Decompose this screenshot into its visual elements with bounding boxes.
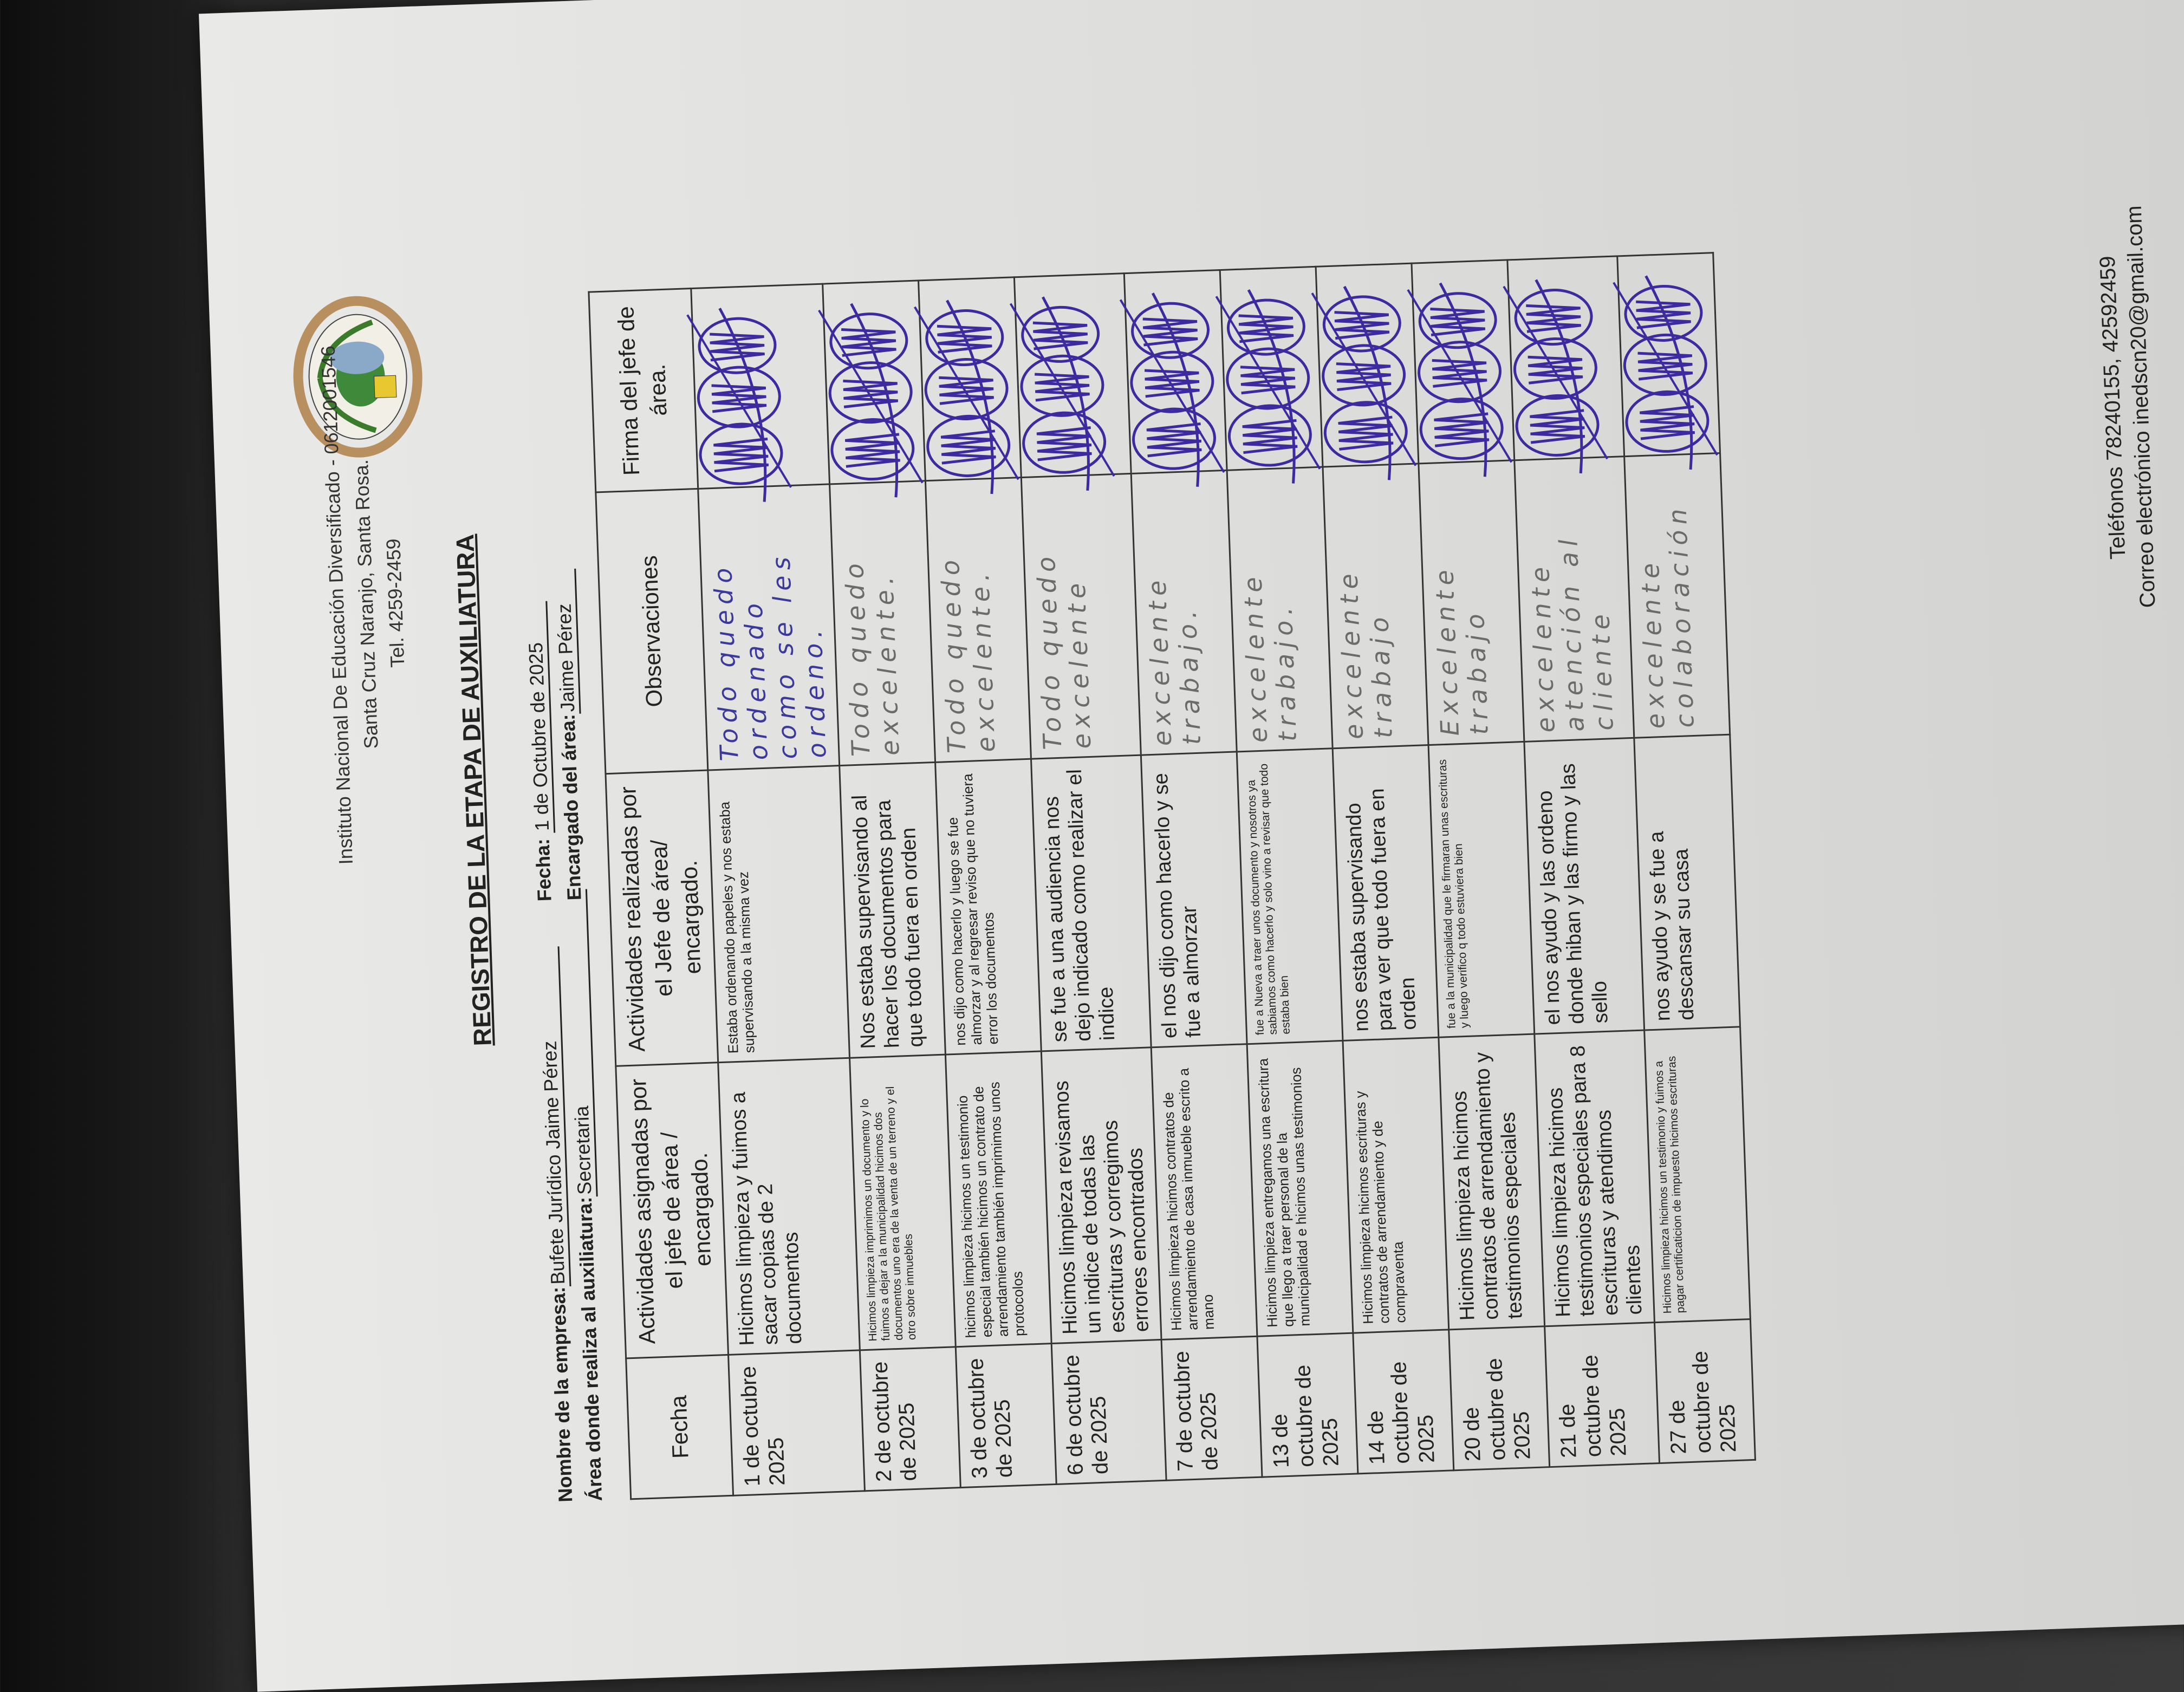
asignadas-cell: Hicimos limpieza hicimos escrituras y co… (1342, 1037, 1449, 1333)
realizadas-cell: el nos ayudo y las ordeno donde hiban y … (1524, 738, 1644, 1034)
realizadas-cell: Nos estaba supervisando al hacer los doc… (839, 762, 946, 1058)
encargado-value: Jaime Pérez (551, 568, 581, 715)
observaciones-cell: Todo quedo excelente. (829, 480, 935, 766)
encargado-field: Encargado del área:Jaime Pérez (551, 568, 587, 901)
fecha-cell: 6 de octubre de 2025 (1051, 1339, 1167, 1485)
realizadas-cell: nos ayudo y se fue a descansar su casa (1634, 734, 1740, 1031)
observaciones-cell: excelente atención al cliente (1514, 456, 1634, 742)
signature-cell (1407, 259, 1514, 477)
realizadas-cell: nos dijo como hacerlo y luego se fue alm… (935, 759, 1042, 1055)
fecha-cell: 3 de octubre de 2025 (955, 1343, 1057, 1488)
table-row: 14 de octubre de 2025 Hicimos limpieza hi… (1311, 263, 1454, 1474)
asignadas-cell: Hicimos limpieza hicimos testimonios esp… (1534, 1030, 1655, 1326)
activity-log-table: Fecha Actividades asignadas por el jefe … (588, 252, 1756, 1500)
observaciones-cell: Todo quedo ordenado como se les ordeno. (698, 484, 840, 771)
asignadas-cell: hicimos limpieza hicimos un testimonio e… (945, 1051, 1052, 1347)
fecha-cell: 2 de octubre de 2025 (860, 1346, 961, 1491)
fecha-cell: 21 de octubre de 2025 (1544, 1322, 1660, 1467)
realizadas-cell: fue a Nueva a traer unos documento y nos… (1237, 748, 1343, 1044)
table-row: 13 de octubre de 2025 Hicimos limpieza en… (1215, 266, 1358, 1478)
signature-scribble (1503, 279, 1609, 474)
asignadas-cell: Hicimos limpieza hicimos contratos de ar… (1438, 1034, 1545, 1330)
fecha-cell: 1 de octubre 2025 (728, 1350, 865, 1496)
signature-cell (1613, 252, 1720, 470)
observaciones-cell: Todo quedo excelente. (925, 477, 1031, 763)
observaciones-cell: excelente colaboración (1624, 453, 1730, 738)
fecha-cell: 27 de octubre de 2025 (1654, 1319, 1756, 1463)
area-label: Área donde realiza al auxiliatura: (573, 1196, 607, 1502)
asignadas-cell: Hicimos limpieza hicimos contratos de ar… (1151, 1044, 1257, 1340)
realizadas-cell: el nos dijo como hacerlo y se fue a almo… (1141, 751, 1247, 1047)
signature-scribble (1407, 282, 1513, 477)
signature-cell (1215, 266, 1323, 484)
signature-scribble (1119, 292, 1225, 487)
fecha-cell: 13 de octubre de 2025 (1257, 1333, 1358, 1478)
table-row: 2 de octubre de 2025 Hicimos limpieza imp… (818, 280, 961, 1491)
asignadas-cell: Hicimos limpieza y fuimos a sacar copias… (718, 1058, 860, 1355)
table-row: 7 de octubre de 2025 Hicimos limpieza hic… (1119, 270, 1263, 1481)
fecha-cell: 20 de octubre de 2025 (1448, 1326, 1550, 1470)
asignadas-cell: Hicimos limpieza imprimimos un documento… (849, 1055, 956, 1350)
fecha-cell: 7 de octubre de 2025 (1161, 1336, 1263, 1481)
document-page: Instituto Nacional De Educación Diversif… (199, 0, 2184, 1692)
header-realizadas: Actividades realizadas por el Jefe de ár… (605, 770, 718, 1066)
signature-cell (1119, 270, 1227, 487)
realizadas-cell: nos estaba supervisando para ver que tod… (1332, 745, 1439, 1041)
fecha-cell: 14 de octubre de 2025 (1353, 1329, 1454, 1474)
signature-scribble (1311, 285, 1417, 480)
header-fecha: Fecha (626, 1355, 733, 1499)
header-asignadas: Actividades asignadas por el jefe de áre… (615, 1062, 729, 1358)
asignadas-cell: Hicimos limpieza entregamos una escritur… (1247, 1040, 1353, 1337)
fecha-label: Fecha: (531, 838, 556, 902)
table-row: 1 de octubre 2025 Hicimos limpieza y fuim… (686, 284, 865, 1496)
signature-scribble (1613, 275, 1718, 470)
table-row: 3 de octubre de 2025 hicimos limpieza hic… (914, 277, 1057, 1488)
table-row: 27 de octubre de 2025 Hicimos limpieza hi… (1613, 252, 1756, 1463)
observaciones-cell: excelente trabajo. (1227, 467, 1333, 752)
signature-cell (1311, 263, 1419, 480)
area-value: Secretaria (562, 889, 598, 1198)
observaciones-cell: excelente trabajo. (1131, 470, 1237, 756)
signature-cell (1009, 273, 1132, 491)
table-row: 21 de octubre de 2025 Hicimos limpieza hi… (1503, 256, 1660, 1467)
signature-cell (914, 277, 1022, 494)
fecha-value: 1 de Octubre de 2025 (523, 601, 556, 834)
observaciones-cell: Todo quedo excelente (1021, 473, 1141, 759)
encargado-label: Encargado del área: (556, 713, 586, 901)
footer: Teléfonos 78240155, 42592459 Correo elec… (2089, 135, 2164, 679)
signature-scribble (686, 308, 792, 502)
empresa-value: Bufete Jurídico Jaime Pérez (535, 946, 571, 1287)
realizadas-cell: se fue a una audiencia nos dejo indicado… (1031, 755, 1152, 1051)
institute-logo (293, 296, 422, 458)
realizadas-cell: fue a la municipalidad que le firmaran u… (1428, 741, 1535, 1038)
signature-scribble (1215, 289, 1321, 484)
table-row: 6 de octubre de 2025 Hicimos limpieza rev… (1009, 273, 1167, 1485)
realizadas-cell: Estaba ordenando papeles y nos estaba su… (707, 765, 850, 1063)
fecha-field: Fecha: 1 de Octubre de 2025 (523, 601, 557, 902)
signature-cell (1503, 256, 1624, 474)
signature-cell (686, 284, 830, 502)
asignadas-cell: Hicimos limpieza hicimos un testimonio y… (1644, 1026, 1751, 1323)
document-title: REGISTRO DE LA ETAPA DE AUXILIATURA (450, 533, 497, 1047)
signature-scribble (914, 300, 1019, 494)
signature-cell (818, 280, 926, 498)
empresa-label: Nombre de la empresa: (547, 1286, 577, 1503)
observaciones-cell: excelente trabajo (1322, 463, 1429, 749)
asignadas-cell: Hicimos limpieza revisamos un indice de … (1041, 1047, 1162, 1344)
table-row: 20 de octubre de 2025 Hicimos limpieza hi… (1407, 259, 1550, 1470)
observaciones-cell: Excelente trabajo (1418, 460, 1524, 745)
header-observaciones: Observaciones (595, 489, 708, 774)
signature-scribble (818, 303, 924, 498)
signature-scribble (1009, 296, 1115, 491)
